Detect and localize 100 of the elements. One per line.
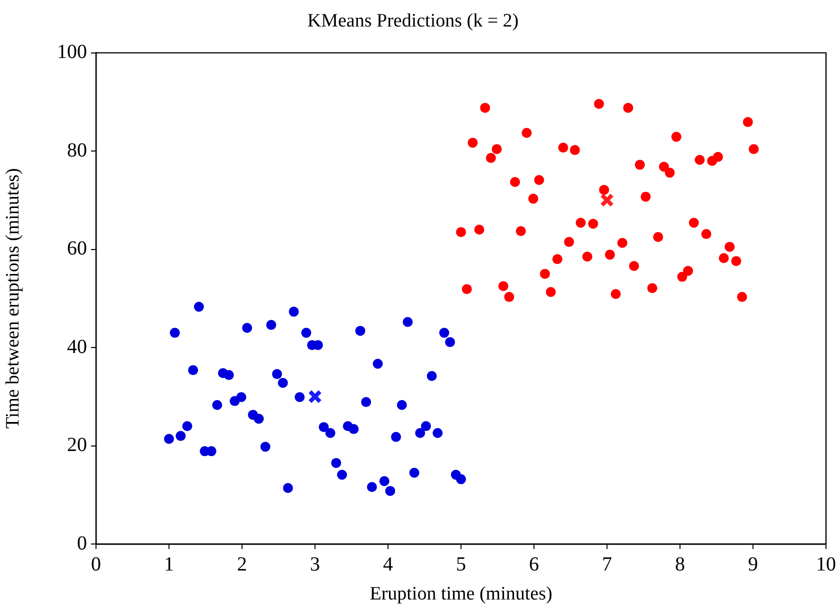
point — [742, 117, 753, 128]
point — [617, 238, 628, 248]
x-tick-label: 9 — [748, 553, 758, 576]
point — [558, 142, 568, 153]
point — [718, 253, 729, 264]
point — [712, 152, 723, 162]
point — [540, 268, 550, 279]
point — [510, 176, 520, 187]
point — [634, 160, 645, 170]
y-tick-label: 0 — [77, 532, 87, 554]
point — [212, 400, 222, 410]
point — [683, 266, 694, 276]
point — [599, 184, 610, 195]
point — [224, 370, 234, 380]
point — [242, 322, 252, 333]
point — [534, 175, 544, 186]
point — [594, 98, 604, 109]
point — [402, 316, 413, 327]
y-tick-label: 20 — [67, 434, 87, 456]
point — [552, 254, 562, 264]
point — [288, 306, 299, 317]
point — [658, 162, 669, 172]
x-axis-title: Eruption time (minutes) — [370, 584, 552, 605]
point — [294, 392, 305, 402]
y-tick-label: 80 — [67, 139, 87, 162]
point — [355, 326, 366, 336]
point — [570, 145, 580, 156]
point — [498, 281, 508, 292]
point — [445, 337, 456, 348]
point — [522, 128, 532, 138]
point — [439, 328, 450, 338]
point — [516, 226, 526, 236]
point — [671, 132, 682, 142]
point — [480, 102, 490, 113]
point — [731, 256, 742, 266]
point — [254, 414, 264, 424]
x-tick-label: 8 — [675, 553, 685, 576]
point — [582, 252, 592, 262]
x-tick-label: 2 — [237, 553, 247, 576]
point — [379, 476, 390, 486]
x-tick-label: 3 — [310, 553, 320, 576]
point — [396, 400, 407, 410]
point — [409, 468, 420, 478]
point — [236, 392, 246, 402]
y-axis-title: Time between eruptions (minutes) — [2, 168, 24, 429]
y-tick-label: 100 — [57, 41, 87, 64]
point — [462, 284, 472, 294]
point — [456, 474, 466, 484]
point — [282, 483, 293, 494]
point — [688, 218, 699, 228]
point — [468, 138, 478, 148]
point — [456, 227, 466, 238]
point — [331, 458, 342, 468]
point — [170, 328, 180, 338]
x-tick-label: 7 — [602, 553, 612, 576]
point — [176, 430, 186, 441]
point — [748, 144, 759, 154]
point — [701, 229, 712, 240]
chart-title: KMeans Predictions (k = 2) — [307, 10, 519, 32]
point — [694, 154, 705, 165]
point — [486, 152, 496, 163]
point — [588, 218, 598, 229]
point — [474, 224, 484, 235]
point — [278, 378, 288, 388]
point — [724, 242, 735, 252]
point — [420, 421, 431, 432]
point — [366, 482, 377, 492]
point — [664, 168, 675, 178]
point — [372, 358, 383, 369]
point — [164, 434, 174, 444]
point — [194, 302, 204, 312]
point — [528, 194, 538, 204]
point — [308, 390, 322, 404]
y-tick-label: 60 — [67, 238, 87, 260]
point — [604, 250, 615, 260]
point — [361, 397, 372, 408]
point — [629, 260, 640, 271]
point — [325, 428, 336, 438]
point — [385, 486, 396, 496]
point — [188, 365, 198, 376]
y-tick-label: 40 — [67, 336, 87, 358]
point — [610, 288, 621, 299]
point — [260, 442, 270, 452]
point — [653, 232, 664, 242]
point — [182, 421, 192, 432]
point — [677, 272, 688, 282]
point — [737, 292, 748, 302]
x-tick-label: 6 — [529, 553, 539, 576]
point — [623, 102, 634, 113]
point — [337, 470, 348, 480]
point — [432, 428, 443, 438]
point — [546, 287, 556, 298]
point — [415, 428, 426, 438]
point — [426, 371, 437, 382]
point — [564, 236, 574, 247]
point — [301, 328, 312, 338]
point — [266, 320, 276, 330]
point — [391, 432, 402, 442]
x-tick-label: 0 — [91, 553, 101, 576]
point — [272, 369, 282, 380]
